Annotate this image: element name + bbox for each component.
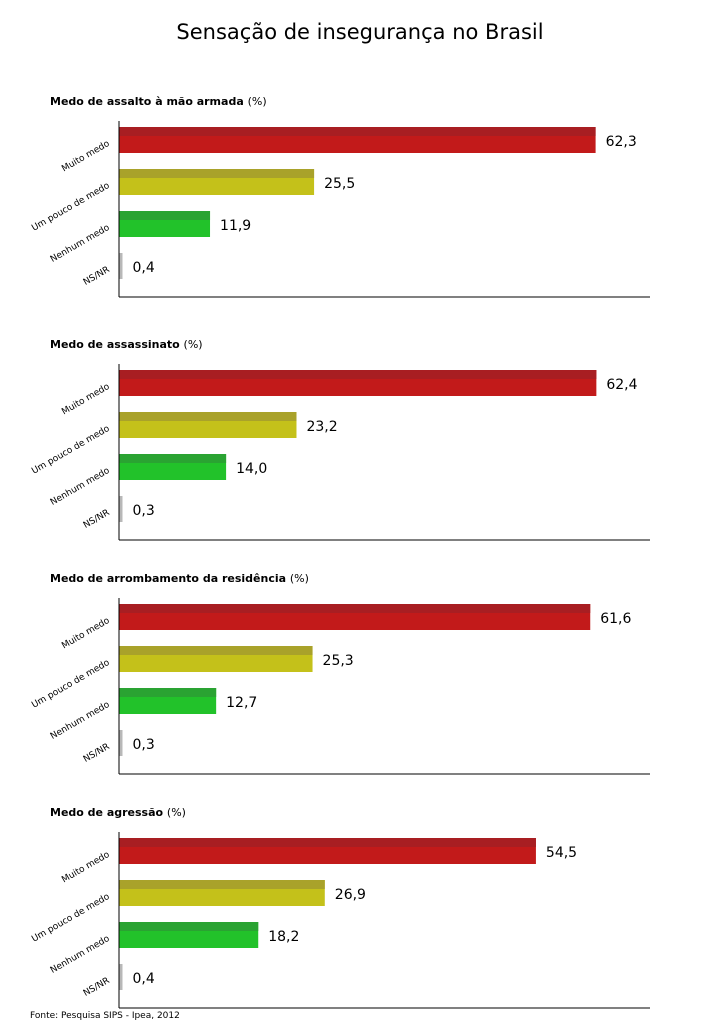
category-label: Nenhum medo — [49, 934, 112, 976]
chart-title: Medo de assalto à mão armada (%) — [50, 95, 267, 108]
category-label: Um pouco de medo — [30, 424, 112, 477]
data-label: 0,4 — [133, 971, 155, 987]
bar-group-nenhum-medo: 18,2 Nenhum medo — [49, 922, 299, 976]
bar-highlight — [119, 604, 591, 613]
category-label: Nenhum medo — [49, 466, 112, 508]
bar-chart: 54,5 Muito medo 26,9 Um pouco de medo 18,2 Ne… — [30, 832, 650, 1009]
chart-title: Medo de arrombamento da residência (%) — [50, 572, 309, 585]
data-label: 14,0 — [236, 461, 267, 477]
bar-group-muito-medo: 61,6 Muito medo — [60, 604, 632, 652]
category-label: Um pouco de medo — [30, 658, 112, 711]
data-label: 18,2 — [268, 929, 299, 945]
category-label: Muito medo — [60, 616, 112, 652]
bar-chart: 62,4 Muito medo 23,2 Um pouco de medo 14,0 Ne… — [30, 364, 650, 541]
bar-chart: 61,6 Muito medo 25,3 Um pouco de medo 12,7 Ne… — [30, 598, 650, 775]
data-label: 61,6 — [600, 611, 631, 627]
data-label: 25,3 — [323, 653, 354, 669]
chart-panel: Medo de assassinato (%) 62,4 Muito medo 23,… — [0, 338, 720, 568]
bar-highlight — [119, 646, 313, 655]
bar-highlight — [119, 169, 315, 178]
bar-highlight — [119, 922, 259, 931]
category-label: Muito medo — [60, 382, 112, 418]
bar-chart: 62,3 Muito medo 25,5 Um pouco de medo 11,9 Ne… — [30, 121, 650, 298]
bar-highlight — [119, 211, 211, 220]
chart-title-text: Medo de arrombamento da residência — [50, 572, 290, 585]
category-label: Nenhum medo — [49, 700, 112, 742]
bar-highlight — [119, 127, 596, 136]
category-label: NS/NR — [82, 742, 112, 765]
bar-group-nenhum-medo: 12,7 Nenhum medo — [49, 688, 257, 742]
chart-panel: Medo de assalto à mão armada (%) 62,3 Muit… — [0, 95, 720, 325]
data-label: 11,9 — [220, 218, 251, 234]
bar-ns-nr — [119, 253, 123, 279]
bar-ns-nr — [119, 496, 123, 522]
chart-panel: Medo de arrombamento da residência (%) 61… — [0, 572, 720, 802]
data-label: 0,3 — [133, 503, 155, 519]
bar-ns-nr — [119, 730, 123, 756]
bar-highlight — [119, 454, 227, 463]
chart-title-unit: (%) — [289, 572, 309, 585]
bar-group-nenhum-medo: 11,9 Nenhum medo — [49, 211, 251, 265]
bar-highlight — [119, 412, 297, 421]
category-label: Nenhum medo — [49, 223, 112, 265]
bar-highlight — [119, 688, 217, 697]
bar-group-nenhum-medo: 14,0 Nenhum medo — [49, 454, 267, 508]
chart-title-text: Medo de agressão — [50, 806, 167, 819]
chart-title: Medo de agressão (%) — [50, 806, 186, 819]
chart-title-text: Medo de assalto à mão armada — [50, 95, 248, 108]
data-label: 12,7 — [226, 695, 257, 711]
bar-ns-nr — [119, 964, 123, 990]
data-label: 0,4 — [133, 260, 155, 276]
data-label: 0,3 — [133, 737, 155, 753]
category-label: Muito medo — [60, 850, 112, 886]
chart-title-unit: (%) — [247, 95, 267, 108]
data-label: 26,9 — [335, 887, 366, 903]
chart-title: Medo de assassinato (%) — [50, 338, 203, 351]
category-label: Muito medo — [60, 139, 112, 175]
category-label: NS/NR — [82, 508, 112, 531]
data-label: 62,3 — [606, 134, 637, 150]
bar-group-muito-medo: 62,3 Muito medo — [60, 127, 637, 174]
bar-group-ns-nr: 0,3 NS/NR — [82, 730, 155, 765]
bar-group-ns-nr: 0,4 NS/NR — [82, 253, 155, 288]
chart-title-text: Medo de assassinato — [50, 338, 184, 351]
category-label: NS/NR — [82, 976, 112, 999]
bar-highlight — [119, 370, 597, 379]
bar-group-ns-nr: 0,4 NS/NR — [82, 964, 155, 999]
chart-title-unit: (%) — [183, 338, 203, 351]
category-label: Um pouco de medo — [30, 181, 112, 234]
chart-title-unit: (%) — [166, 806, 186, 819]
page-title: Sensação de insegurança no Brasil — [176, 20, 544, 44]
bar-highlight — [119, 838, 536, 847]
bar-highlight — [119, 880, 325, 889]
data-label: 23,2 — [306, 419, 337, 435]
bar-group-ns-nr: 0,3 NS/NR — [82, 496, 155, 531]
category-label: NS/NR — [82, 265, 112, 288]
bar-group-muito-medo: 54,5 Muito medo — [60, 838, 577, 885]
category-label: Um pouco de medo — [30, 892, 112, 945]
data-label: 25,5 — [324, 176, 355, 192]
data-label: 54,5 — [546, 845, 577, 861]
data-label: 62,4 — [606, 377, 637, 393]
source-note: Fonte: Pesquisa SIPS - Ipea, 2012 — [30, 1011, 180, 1021]
chart-panel: Medo de agressão (%) 54,5 Muito medo 26,9 Um… — [0, 806, 720, 1036]
bar-group-muito-medo: 62,4 Muito medo — [60, 370, 638, 418]
